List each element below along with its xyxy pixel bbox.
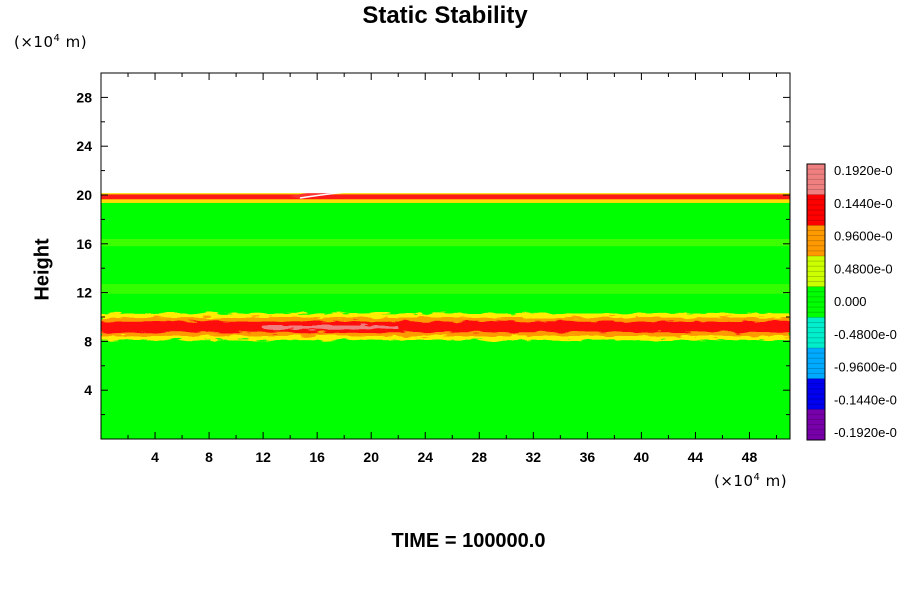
x-tick-label: 36 (580, 449, 596, 465)
colorbar: 0.1920e-0 0.1440e-0 0.9600e-0 0.4800e-0 0.00… (806, 163, 897, 441)
colorbar-swatch (807, 378, 825, 410)
x-tick-label: 48 (742, 449, 758, 465)
colorbar-label: 0.1440e-0 (834, 196, 893, 211)
colorbar-swatch (807, 256, 825, 288)
colorbar-label: 0.1920e-0 (834, 163, 893, 178)
colorbar-swatch (807, 409, 825, 441)
mid-band-core (101, 321, 790, 333)
chart-title: Static Stability (362, 2, 528, 29)
x-tick-label: 40 (634, 449, 650, 465)
y-tick-label: 20 (76, 187, 92, 203)
x-axis: 4 8 12 16 20 24 28 32 36 40 44 48 (127, 73, 777, 465)
colorbar-swatch (807, 164, 825, 196)
colorbar-swatch (807, 225, 825, 257)
colorbar-frame (806, 163, 826, 441)
y-tick-label: 8 (84, 333, 92, 349)
x-unit-label: (×104 m) (714, 472, 788, 490)
weak-layer (101, 238, 790, 247)
x-tick-label: 4 (151, 449, 159, 465)
y-unit-label: (×104 m) (14, 33, 88, 51)
colorbar-label: 0.4800e-0 (834, 261, 893, 276)
y-tick-label: 28 (76, 89, 92, 105)
colorbar-swatch (807, 194, 825, 226)
x-tick-label: 8 (205, 449, 213, 465)
x-tick-label: 12 (255, 449, 271, 465)
colorbar-swatch (807, 317, 825, 349)
x-tick-label: 28 (471, 449, 487, 465)
colorbar-swatch (807, 286, 825, 318)
colorbar-label: 0.9600e-0 (834, 229, 893, 244)
mid-band-peak (263, 325, 399, 330)
x-tick-label: 24 (417, 449, 433, 465)
y-tick-label: 24 (76, 138, 92, 154)
colorbar-label: -0.9600e-0 (834, 360, 897, 375)
plot-frame (100, 72, 791, 440)
y-axis: 4 8 12 16 20 24 28 (76, 89, 790, 416)
x-tick-label: 44 (688, 449, 704, 465)
time-label: TIME = 100000.0 (391, 530, 546, 552)
colorbar-swatch (807, 348, 825, 380)
upper-band-core (101, 194, 790, 200)
colorbar-label: 0.000 (834, 294, 867, 309)
y-tick-label: 4 (84, 382, 92, 398)
above-data-region (101, 73, 790, 194)
colorbar-label: -0.1920e-0 (834, 425, 897, 440)
colorbar-label: -0.4800e-0 (834, 327, 897, 342)
colorbar-label: -0.1440e-0 (834, 392, 897, 407)
y-tick-label: 12 (76, 285, 92, 301)
heatmap-field (101, 73, 790, 439)
x-tick-label: 32 (526, 449, 542, 465)
y-tick-label: 16 (76, 236, 92, 252)
weak-layer (101, 284, 790, 294)
x-tick-label: 20 (363, 449, 379, 465)
x-tick-label: 16 (309, 449, 325, 465)
